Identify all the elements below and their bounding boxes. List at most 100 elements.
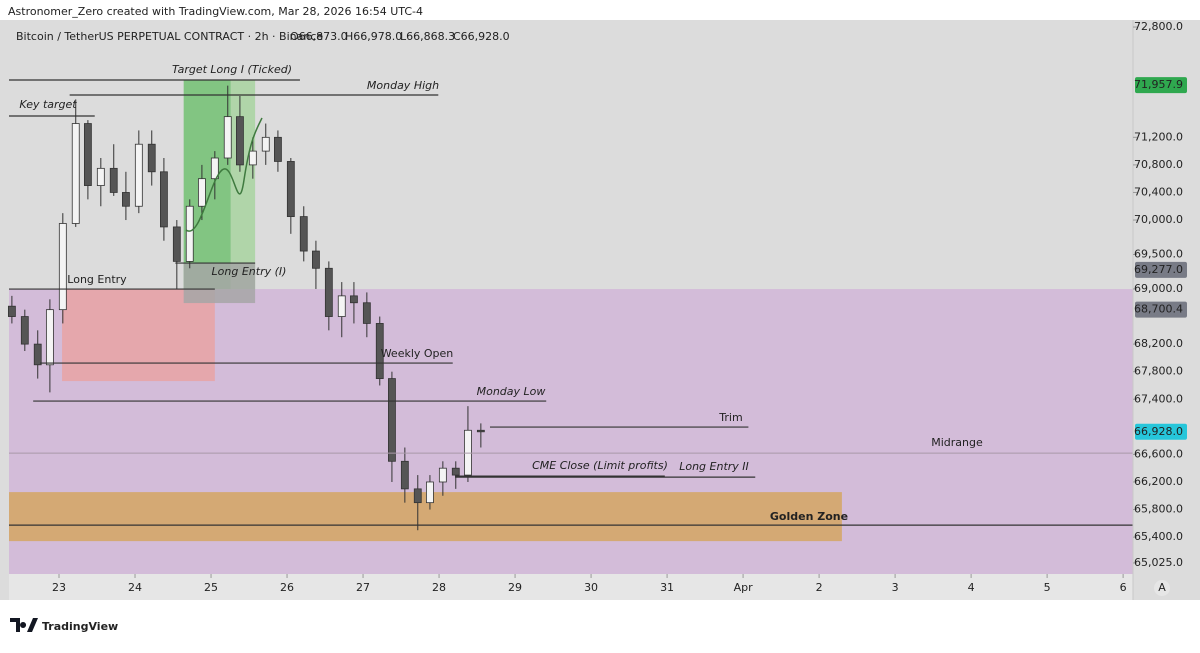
candle-body (83, 123, 92, 186)
candle-body (147, 143, 156, 173)
candle-body (286, 161, 295, 217)
x-tick-label: 2 (816, 581, 823, 594)
ohlc-open: O66,873.0 (290, 30, 348, 43)
candle-body (337, 295, 346, 317)
y-tick-label: 65,025.0 (1134, 556, 1183, 569)
level-label: CME Close (Limit profits) (532, 459, 668, 472)
candle-body (121, 192, 130, 207)
x-tick-label: 26 (280, 581, 294, 594)
x-tick-label: 31 (660, 581, 674, 594)
level-label: Target Long I (Ticked) (172, 63, 292, 76)
x-tick-label: 4 (968, 581, 975, 594)
level-label: Monday High (367, 79, 439, 92)
zone (62, 289, 215, 382)
candle-body (134, 143, 143, 207)
level-label: Midrange (931, 436, 983, 449)
y-tick-label: 68,200.0 (1134, 337, 1183, 350)
ohlc-low: L66,868.3 (400, 30, 455, 43)
candle-body (160, 171, 168, 228)
candle-body (33, 343, 42, 366)
auto-button[interactable] (1154, 580, 1170, 596)
candle-body (236, 116, 244, 166)
y-tick-label: 65,400.0 (1134, 530, 1183, 543)
level-label: Long Entry (67, 273, 127, 286)
y-tick-label: 70,000.0 (1134, 213, 1183, 226)
candle-body (299, 216, 308, 252)
y-tick-label: 70,800.0 (1134, 158, 1183, 171)
candle-body (45, 309, 54, 366)
level-label: Golden Zone (770, 510, 848, 523)
candle-body (223, 116, 232, 159)
price-badge-label: 71,957.9 (1134, 78, 1183, 91)
candle-body (350, 295, 358, 304)
x-tick-label: Apr (734, 581, 754, 594)
candle-body (312, 250, 320, 269)
price-badge (1135, 301, 1187, 318)
x-tick-label: 29 (508, 581, 522, 594)
zone (9, 492, 842, 542)
candle-body (476, 429, 485, 433)
y-tick-label: 67,800.0 (1134, 365, 1183, 378)
x-tick-label: 27 (356, 581, 370, 594)
auto-button-label[interactable]: A (1158, 581, 1166, 594)
y-tick-label: 70,400.0 (1134, 185, 1183, 198)
candle-body (375, 323, 384, 379)
candle-body (261, 136, 270, 152)
price-badge-label: 69,277.0 (1134, 263, 1183, 276)
y-tick-label: 66,200.0 (1134, 475, 1183, 488)
logo: TradingView (10, 618, 118, 633)
ohlc-close: C66,928.0 (453, 30, 510, 43)
candle-body (413, 488, 422, 504)
candle-body (7, 305, 16, 317)
y-tick-label: 71,200.0 (1134, 130, 1183, 143)
candle-body (96, 167, 105, 186)
y-tick-label: 66,600.0 (1134, 447, 1183, 460)
x-tick-label: 23 (52, 581, 66, 594)
candle-body (362, 302, 371, 324)
candle-body (324, 267, 333, 317)
candle-body (58, 223, 67, 311)
candle-body (185, 205, 194, 262)
price-badge-label: 68,700.4 (1134, 303, 1183, 316)
x-tick-label: 30 (584, 581, 598, 594)
y-tick-label: 65,800.0 (1134, 503, 1183, 516)
price-badge (1135, 261, 1187, 278)
x-tick-label: 6 (1120, 581, 1127, 594)
logo-text: TradingView (42, 620, 118, 633)
candle-body (172, 226, 181, 262)
level-label: Long Entry II (679, 460, 749, 473)
candle-body (248, 150, 257, 166)
y-tick-label: 69,000.0 (1134, 282, 1183, 295)
indicator-curve (185, 117, 263, 232)
candle-body (20, 316, 29, 345)
level-label: Weekly Open (381, 347, 454, 360)
price-badge-label: 66,928.0 (1134, 425, 1183, 438)
level-label: Long Entry (I) (212, 265, 287, 278)
price-badge (1135, 423, 1187, 440)
x-tick-label: 3 (892, 581, 899, 594)
y-tick-label: 69,500.0 (1134, 248, 1183, 261)
candle-body (210, 157, 219, 180)
candle-body (400, 460, 409, 490)
candle-body (198, 178, 206, 207)
candle-body (426, 481, 434, 504)
candle-body (274, 136, 282, 162)
level-label: Monday Low (477, 385, 546, 398)
level-label: Key target (19, 98, 77, 111)
x-tick-label: 28 (432, 581, 446, 594)
x-tick-label: 5 (1044, 581, 1051, 594)
level-label: Trim (718, 411, 742, 424)
y-tick-label: 72,800.0 (1134, 20, 1183, 33)
x-tick-label: 24 (128, 581, 142, 594)
candle-body (438, 467, 447, 483)
candle-body (71, 123, 80, 224)
y-tick-label: 67,400.0 (1134, 392, 1183, 405)
logo-mark (10, 618, 38, 632)
chart-title: Bitcoin / TetherUS PERPETUAL CONTRACT · … (16, 30, 323, 43)
candle-body (451, 467, 460, 476)
plot (7, 79, 1133, 574)
credit: Astronomer_Zero created with TradingView… (8, 5, 423, 18)
time-axis-band (9, 574, 1133, 600)
